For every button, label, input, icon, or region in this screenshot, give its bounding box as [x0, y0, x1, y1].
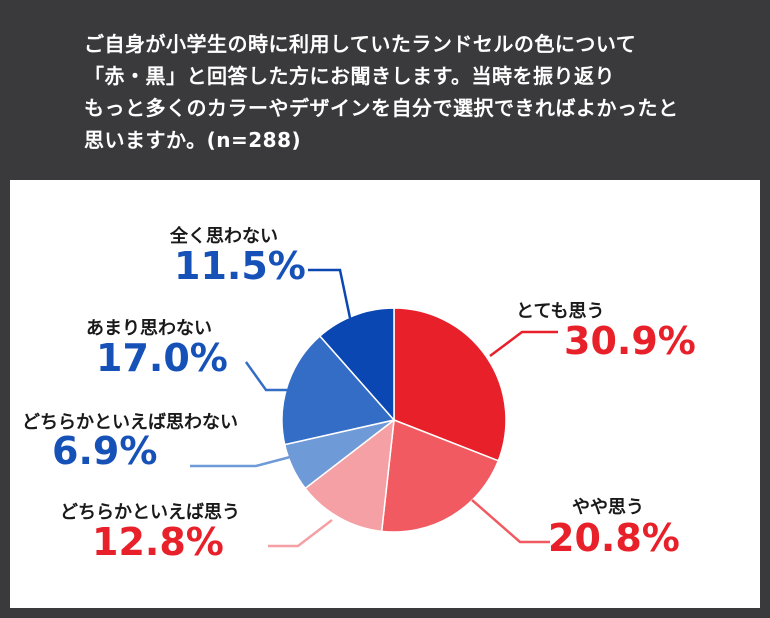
slice-label-mattaku-omowanai: 全く思わない [170, 226, 278, 247]
leader-line-amari-omowanai [244, 361, 290, 392]
leader-line-yaya-omou [471, 499, 550, 544]
slice-label-dochiraka-omowanai: どちらかといえば思わない [22, 412, 238, 433]
slice-value-dochiraka-omou: 12.8% [92, 520, 224, 564]
slice-value-totemo-omou: 30.9% [564, 319, 696, 363]
slice-label-dochiraka-omou: どちらかといえば思う [60, 502, 240, 523]
slice-value-amari-omowanai: 17.0% [96, 336, 228, 380]
slice-label-yaya-omou: やや思う [572, 497, 644, 518]
pie-slice-dochiraka-omou [304, 418, 395, 533]
leader-line-mattaku-omowanai [308, 268, 352, 319]
question-line: ご自身が小学生の時に利用していたランドセルの色について [84, 32, 637, 56]
pie-slice-yaya-omou [380, 418, 500, 533]
slice-value-mattaku-omowanai: 11.5% [174, 244, 306, 288]
leader-line-totemo-omou [489, 330, 558, 357]
slice-value-dochiraka-omowanai: 6.9% [52, 429, 158, 473]
question-text: ご自身が小学生の時に利用していたランドセルの色について 「赤・黒」と回答した方に… [84, 28, 744, 156]
chart-panel: とても思う 30.9% やや思う 20.8% どちらかといえば思う 12.8% … [10, 180, 760, 608]
pie-slice-amari-omowanai [281, 334, 396, 446]
question-line: 思いますか。(n=288) [84, 128, 302, 152]
pie-chart [190, 268, 558, 548]
slice-label-totemo-omou: とても思う [516, 301, 605, 322]
pie-slice-mattaku-omowanai [318, 307, 395, 422]
slice-value-yaya-omou: 20.8% [548, 516, 680, 560]
leader-line-dochiraka-omowanai [190, 454, 295, 468]
pie-slice-totemo-omou [393, 307, 507, 462]
slice-label-amari-omowanai: あまり思わない [86, 318, 212, 339]
question-line: 「赤・黒」と回答した方にお聞きします。当時を振り返り [84, 64, 615, 88]
leader-line-dochiraka-omou [268, 519, 333, 548]
question-line: もっと多くのカラーやデザインを自分で選択できればよかったと [84, 96, 679, 120]
